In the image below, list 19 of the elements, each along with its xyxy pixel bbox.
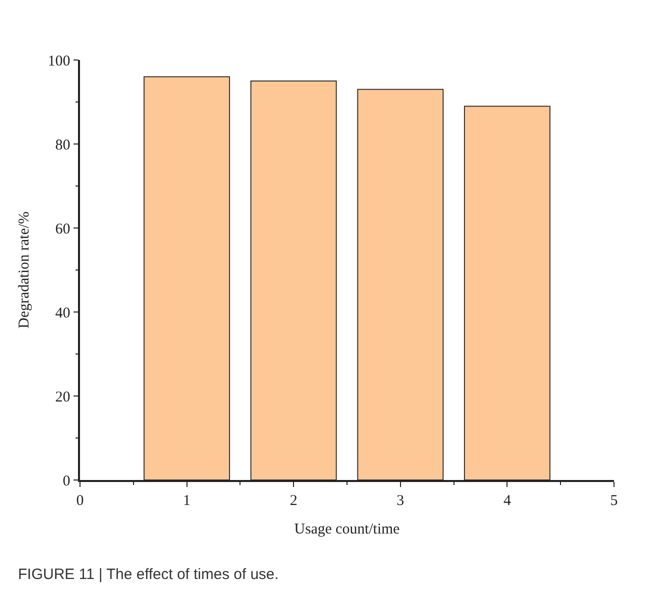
- y-tick-label: 80: [55, 137, 70, 154]
- y-tick-label: 60: [55, 221, 70, 238]
- y-axis-title: Degradation rate/%: [16, 211, 32, 329]
- x-tick-label: 2: [290, 492, 298, 509]
- bar: [144, 76, 230, 480]
- y-tick-label: 0: [62, 473, 70, 490]
- x-axis-title: Usage count/time: [294, 521, 400, 538]
- x-tick-label: 1: [183, 492, 191, 509]
- y-tick-label: 100: [48, 53, 70, 70]
- bar: [357, 88, 444, 480]
- x-tick-label: 4: [503, 492, 512, 509]
- x-tick-label: 0: [76, 492, 84, 509]
- bar: [464, 106, 550, 480]
- bar: [250, 80, 337, 480]
- x-tick-label: 3: [396, 492, 404, 509]
- caption: FIGURE 11 | The effect of times of use.: [18, 566, 279, 583]
- y-tick-label: 20: [55, 389, 70, 406]
- x-tick-label: 5: [610, 492, 618, 509]
- y-tick-label: 40: [55, 305, 70, 322]
